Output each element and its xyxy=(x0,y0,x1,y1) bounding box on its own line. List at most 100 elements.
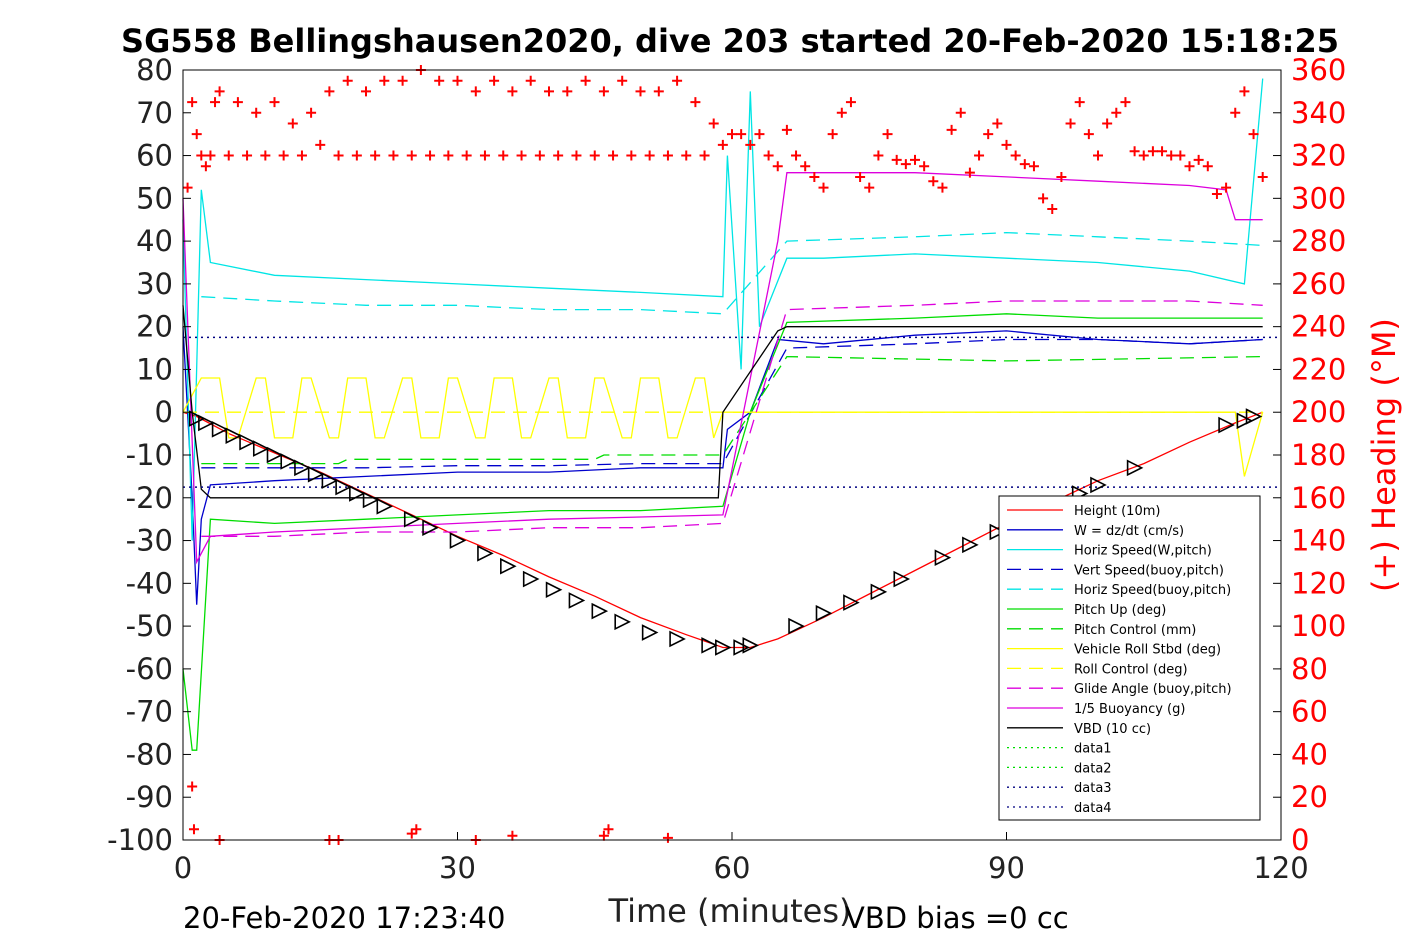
y-tick-label-11: -30 xyxy=(126,524,173,558)
heading-marker-3 xyxy=(196,150,207,161)
heading-marker-4 xyxy=(200,161,211,172)
heading-marker-98 xyxy=(1047,204,1058,215)
series-line-2 xyxy=(182,78,1264,541)
heading-outlier-1 xyxy=(188,824,199,835)
legend-label-13: data2 xyxy=(1074,761,1112,776)
heading-marker-116 xyxy=(1211,189,1222,200)
heading-marker-48 xyxy=(589,150,600,161)
depth-marker-20 xyxy=(522,570,540,588)
heading-marker-30 xyxy=(425,150,436,161)
x-tick-label-3: 90 xyxy=(988,851,1025,885)
heading-marker-86 xyxy=(937,182,948,193)
heading-marker-16 xyxy=(296,150,307,161)
depth-marker-26 xyxy=(669,630,686,648)
yr-tick-label-2: 320 xyxy=(1291,139,1346,173)
depth-marker-18 xyxy=(477,545,494,562)
heading-marker-103 xyxy=(1093,150,1103,161)
depth-marker-16 xyxy=(422,519,439,537)
heading-marker-28 xyxy=(406,150,417,161)
yr-tick-label-10: 160 xyxy=(1291,481,1346,515)
heading-marker-2 xyxy=(191,129,202,140)
series-line-10 xyxy=(182,172,1263,565)
heading-marker-19 xyxy=(324,86,335,97)
heading-marker-78 xyxy=(864,182,875,193)
heading-marker-121 xyxy=(1257,171,1268,182)
heading-marker-93 xyxy=(1001,139,1012,150)
depth-marker-0 xyxy=(188,410,206,427)
yr-tick-label-9: 180 xyxy=(1291,438,1346,472)
heading-marker-97 xyxy=(1038,193,1049,204)
heading-marker-7 xyxy=(214,86,225,97)
heading-marker-39 xyxy=(507,86,518,97)
y-tick-label-10: -20 xyxy=(126,481,173,515)
heading-outlier-11 xyxy=(662,832,673,843)
depth-marker-29 xyxy=(733,639,750,656)
y-tick-label-3: 50 xyxy=(136,181,173,215)
heading-layer xyxy=(182,65,1268,845)
heading-marker-66 xyxy=(754,129,765,140)
yr-tick-label-14: 80 xyxy=(1291,652,1328,686)
footer-timestamp: 20-Feb-2020 17:23:40 xyxy=(183,901,505,935)
heading-marker-80 xyxy=(882,129,893,140)
heading-marker-82 xyxy=(900,159,911,170)
legend-label-0: Height (10m) xyxy=(1074,504,1160,519)
heading-marker-50 xyxy=(608,150,619,161)
depth-marker-37 xyxy=(962,536,979,554)
yr-tick-label-6: 240 xyxy=(1291,310,1346,344)
y-tick-label-13: -50 xyxy=(126,609,173,643)
heading-marker-53 xyxy=(635,86,646,97)
heading-outlier-6 xyxy=(411,824,422,835)
heading-marker-68 xyxy=(772,161,783,172)
depth-marker-31 xyxy=(788,617,805,635)
yr-tick-label-11: 140 xyxy=(1291,524,1346,558)
heading-marker-49 xyxy=(598,86,609,97)
heading-marker-10 xyxy=(242,150,253,161)
legend-label-3: Vert Speed(buoy,pitch) xyxy=(1074,563,1224,578)
heading-marker-114 xyxy=(1193,154,1204,165)
legend-label-7: Vehicle Roll Stbd (deg) xyxy=(1074,643,1221,658)
depth-marker-42 xyxy=(1090,476,1107,494)
heading-outlier-0 xyxy=(187,781,198,792)
y-tick-label-1: 70 xyxy=(136,96,173,130)
legend: Height (10m) W = dz/dt (cm/s) Horiz Speed(… xyxy=(998,495,1261,821)
heading-marker-70 xyxy=(791,150,802,161)
depth-marker-46 xyxy=(1245,408,1263,425)
heading-marker-96 xyxy=(1028,161,1039,172)
depth-marker-4 xyxy=(239,433,256,451)
legend-label-1: W = dz/dt (cm/s) xyxy=(1074,524,1184,539)
heading-marker-101 xyxy=(1074,97,1085,108)
heading-marker-27 xyxy=(397,75,408,86)
heading-marker-43 xyxy=(544,86,554,97)
heading-marker-33 xyxy=(452,75,463,86)
heading-marker-59 xyxy=(690,97,701,108)
y-tick-label-0: 80 xyxy=(136,53,173,87)
heading-marker-41 xyxy=(525,75,536,86)
depth-marker-35 xyxy=(893,570,911,588)
x-tick-label-2: 60 xyxy=(714,851,751,885)
depth-marker-36 xyxy=(934,549,952,566)
heading-marker-31 xyxy=(434,75,445,86)
chart-title: SG558 Bellingshausen2020, dive 203 start… xyxy=(121,22,1339,60)
heading-marker-34 xyxy=(461,150,472,161)
heading-marker-37 xyxy=(489,75,500,86)
x-axis: 0 30 60 90 120 xyxy=(174,832,1309,885)
y-tick-label-2: 60 xyxy=(136,139,173,173)
legend-label-6: Pitch Control (mm) xyxy=(1074,623,1196,638)
heading-marker-111 xyxy=(1166,150,1177,161)
heading-outlier-10 xyxy=(603,824,614,835)
depth-marker-22 xyxy=(568,592,586,609)
legend-label-10: 1/5 Buoyancy (g) xyxy=(1074,702,1185,717)
depth-marker-12 xyxy=(349,485,366,502)
heading-marker-21 xyxy=(342,75,353,86)
series-line-6 xyxy=(201,355,1263,465)
heading-marker-106 xyxy=(1120,97,1131,108)
heading-marker-63 xyxy=(727,129,737,140)
legend-label-5: Pitch Up (deg) xyxy=(1074,603,1166,618)
heading-marker-119 xyxy=(1239,86,1250,97)
y-tick-label-5: 30 xyxy=(136,267,173,301)
depth-marker-38 xyxy=(989,523,1007,541)
yr-tick-label-1: 340 xyxy=(1291,96,1346,130)
heading-marker-35 xyxy=(470,86,481,97)
depth-marker-44 xyxy=(1218,416,1235,434)
